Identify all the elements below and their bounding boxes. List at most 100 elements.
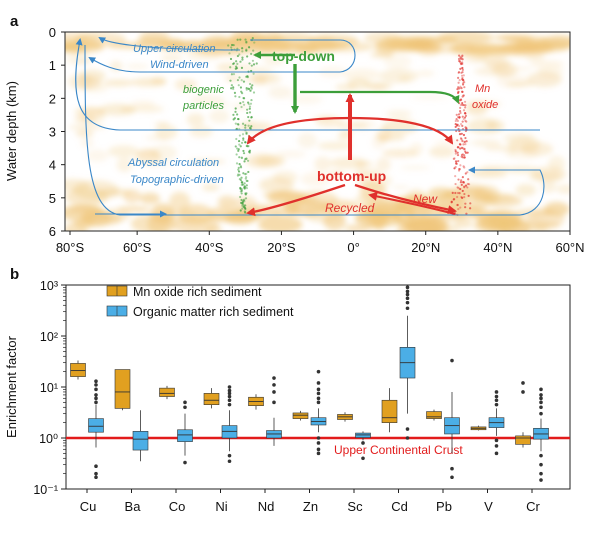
outlier-point — [227, 394, 232, 399]
legend: Mn oxide rich sediment Organic matter ri… — [106, 285, 294, 319]
box-mn — [426, 411, 442, 419]
y-tick-label: 10¹ — [40, 381, 58, 395]
bottom-up-label: bottom-up — [317, 168, 386, 184]
outlier-point — [316, 447, 321, 452]
outlier-point — [227, 385, 232, 389]
x-tick-label: 80°S — [56, 240, 85, 255]
outlier-point — [405, 306, 410, 311]
mid-circulation-path — [75, 38, 540, 131]
outlier-point — [405, 285, 410, 290]
outlier-point — [361, 456, 365, 461]
panel-b-ylabel: Enrichment factor — [4, 335, 19, 438]
category-label: Pb — [436, 499, 452, 514]
outlier-point — [405, 300, 410, 305]
y-tick-label: 10³ — [40, 279, 58, 293]
box-organic — [132, 431, 149, 451]
outlier-point — [94, 396, 98, 401]
outlier-point — [94, 400, 98, 405]
panel-a-axes: Water depth (km) 80°S 60°S 40°S 20°S 0° 20°N 4… — [4, 25, 585, 255]
outlier-point — [316, 451, 321, 456]
outlier-point — [539, 453, 543, 458]
category-label: Cr — [526, 499, 540, 514]
outlier-point — [94, 475, 98, 480]
panel-a-annotations: Upper circulation Wind-driven biogenic p… — [127, 43, 498, 215]
category-label: V — [484, 499, 493, 514]
y-tick-label: 10⁻¹ — [33, 483, 58, 497]
x-tick-label: 40°S — [195, 240, 224, 255]
x-tick-label: 40°N — [483, 240, 512, 255]
box-mn — [381, 399, 398, 423]
outlier-point — [94, 393, 98, 397]
bottom-up-arrows — [246, 93, 457, 217]
outlier-point — [316, 441, 321, 445]
outlier-point — [521, 390, 525, 394]
outlier-point — [405, 292, 410, 297]
outlier-point — [94, 471, 98, 476]
outlier-point — [316, 436, 321, 440]
box-organic — [88, 418, 104, 433]
y-tick-label: 10² — [40, 330, 58, 344]
outlier-point — [539, 411, 543, 416]
panel-a: a U — [4, 13, 585, 255]
outlier-point — [94, 387, 98, 392]
box-mn — [159, 387, 175, 397]
abyssal-circulation-loop — [84, 44, 545, 216]
outlier-point — [183, 405, 187, 410]
legend-item-mn: Mn oxide rich sediment — [106, 285, 262, 299]
recycle-right-upper-arrow — [349, 116, 454, 145]
outlier-point — [227, 453, 232, 458]
recycle-left-upper-arrow — [246, 116, 351, 145]
box-plots: Cu Ba Co Ni Nd Zn Sc Cd Pb V Cr — [70, 285, 549, 514]
legend-item-organic: Organic matter rich sediment — [106, 305, 294, 319]
box-mn — [292, 412, 309, 419]
outlier-point — [316, 369, 321, 374]
outlier-point — [361, 441, 365, 445]
outlier-point — [521, 381, 525, 385]
box-mn — [114, 369, 131, 409]
outlier-point — [494, 390, 499, 394]
upper-circulation-label: Upper circulation — [133, 43, 216, 55]
x-tick-label: 0° — [347, 240, 359, 255]
outlier-point — [539, 478, 543, 482]
outlier-point — [450, 466, 454, 471]
topographic-label: Topographic-driven — [130, 174, 224, 186]
outlier-point — [405, 289, 410, 294]
category-label: Ba — [125, 499, 142, 514]
outlier-point — [494, 398, 499, 403]
outlier-point — [539, 462, 543, 467]
outlier-point — [272, 383, 276, 387]
category-label: Zn — [303, 499, 318, 514]
y-tick-label: 2 — [49, 91, 56, 106]
outlier-point — [316, 396, 321, 401]
outlier-point — [539, 393, 543, 397]
x-tick-label: 20°S — [267, 240, 296, 255]
category-label: Cd — [391, 499, 408, 514]
top-down-arrows — [253, 51, 460, 114]
outlier-point — [450, 358, 454, 363]
category-label: Sc — [347, 499, 363, 514]
outlier-point — [539, 400, 543, 405]
outlier-point — [316, 387, 321, 392]
circulation-paths — [75, 36, 545, 218]
recycled-label: Recycled — [325, 201, 375, 215]
outlier-point — [272, 400, 276, 405]
outlier-point — [94, 464, 98, 468]
x-tick-label: 60°S — [123, 240, 152, 255]
outlier-point — [316, 400, 321, 405]
panel-b-label: b — [10, 266, 19, 283]
outlier-point — [227, 402, 232, 407]
outlier-point — [494, 444, 499, 448]
legend-label-organic: Organic matter rich sediment — [133, 305, 294, 319]
y-tick-label: 3 — [49, 125, 56, 140]
outlier-point — [494, 451, 499, 456]
x-tick-label: 20°N — [411, 240, 440, 255]
outlier-point — [183, 460, 187, 465]
category-label: Co — [169, 499, 186, 514]
box-mn — [70, 363, 86, 377]
legend-label-mn: Mn oxide rich sediment — [133, 285, 262, 299]
category-label: Ni — [215, 499, 227, 514]
crust-label: Upper Continental Crust — [334, 443, 463, 457]
category-label: Cu — [80, 499, 97, 514]
recycle-right-lower-arrow — [354, 183, 457, 215]
